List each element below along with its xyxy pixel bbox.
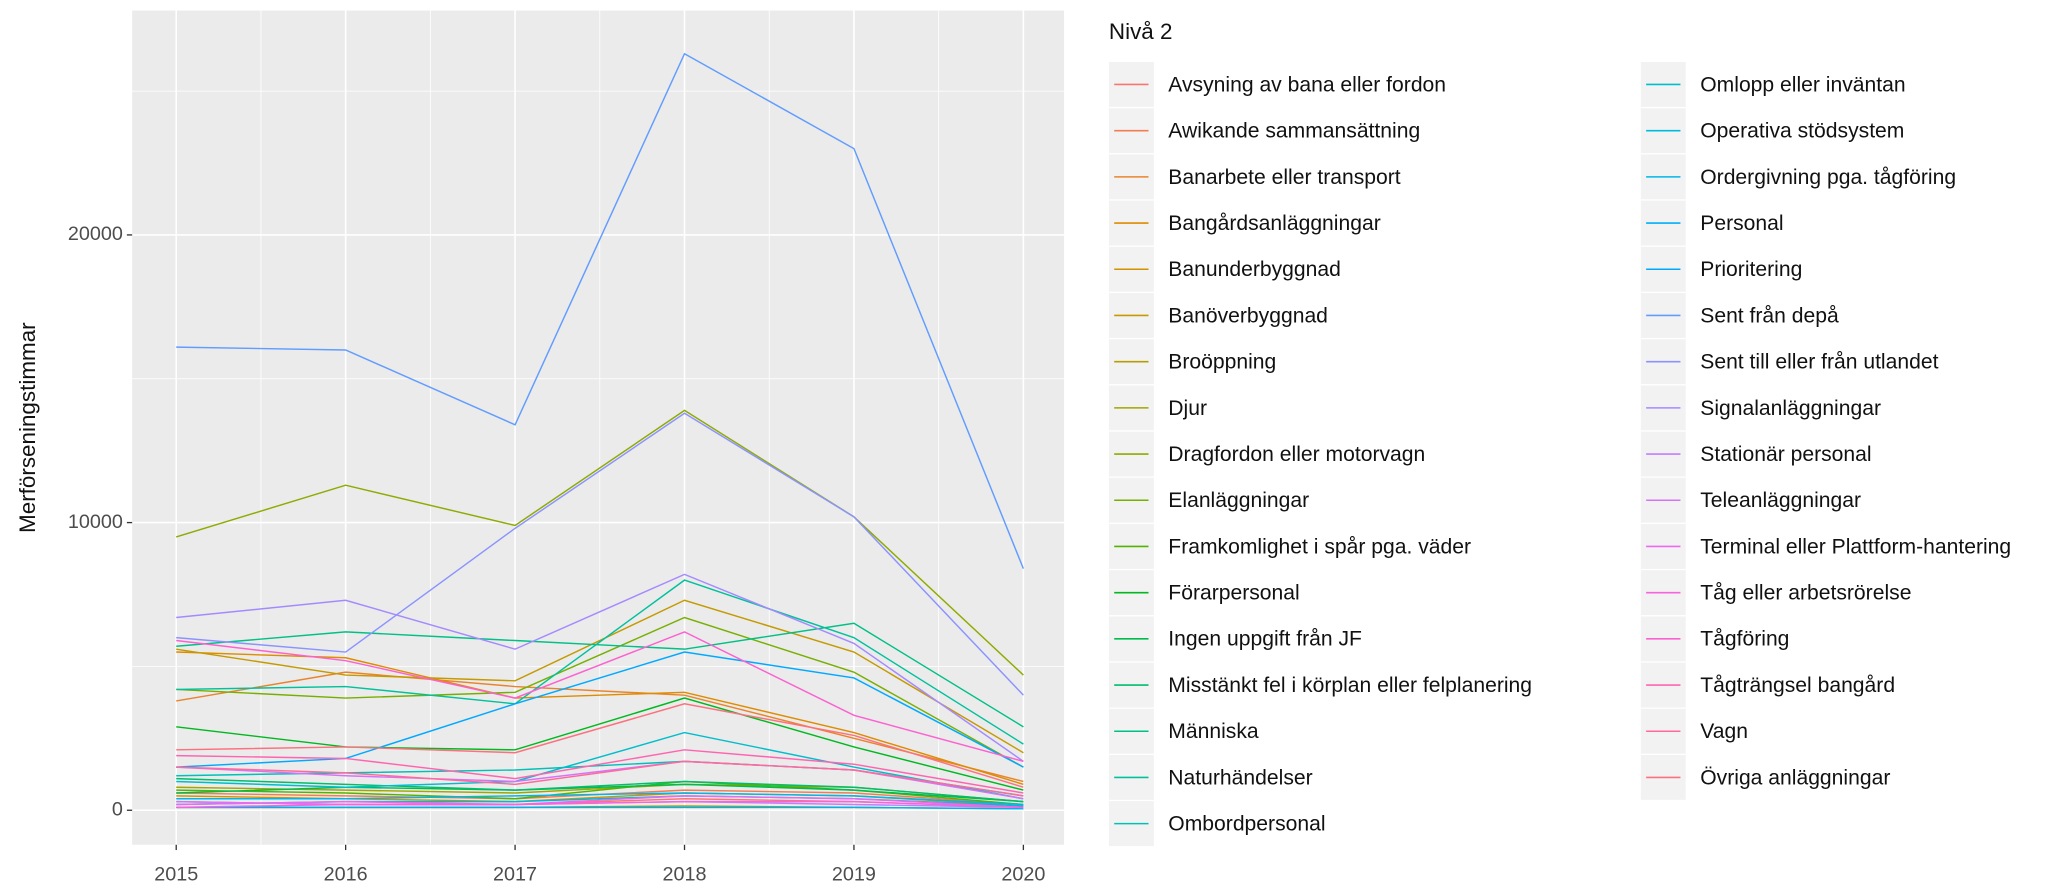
- legend-label: Broöppning: [1168, 351, 1276, 374]
- x-tick-label: 2015: [154, 863, 198, 885]
- series-line: [176, 800, 1024, 809]
- legend-label: Tågföring: [1700, 628, 1789, 651]
- legend-label: Bangårdsanläggningar: [1168, 212, 1380, 235]
- y-axis-label: Merförseningstimmar: [15, 322, 40, 533]
- legend-label: Tåg eller arbetsrörelse: [1700, 582, 1911, 605]
- legend-label: Förarpersonal: [1168, 582, 1299, 605]
- y-tick-label: 0: [112, 798, 123, 820]
- legend-label: Omlopp eller inväntan: [1700, 73, 1905, 96]
- x-tick-label: 2017: [493, 863, 537, 885]
- series-line: [176, 622, 1024, 728]
- legend-label: Terminal eller Plattform-hantering: [1700, 535, 2011, 558]
- legend-label: Människa: [1168, 720, 1259, 743]
- series-line: [176, 760, 1024, 797]
- legend-label: Ordergivning pga. tågföring: [1700, 166, 1956, 189]
- x-tick-label: 2018: [663, 863, 707, 885]
- series-line: [176, 777, 1024, 803]
- legend-label: Banarbete eller transport: [1168, 166, 1400, 189]
- series-line: [176, 412, 1024, 696]
- series-line: [176, 616, 1024, 768]
- series-line: [176, 783, 1024, 803]
- series-line: [176, 749, 1024, 794]
- series-line: [176, 651, 1024, 768]
- legend-label: Djur: [1168, 397, 1207, 420]
- series-line: [176, 731, 1024, 800]
- legend-label: Personal: [1700, 212, 1783, 235]
- legend-label: Sent till eller från utlandet: [1700, 351, 1938, 374]
- legend-label: Sent från depå: [1700, 304, 1839, 327]
- legend-label: Elanläggningar: [1168, 489, 1309, 512]
- series-line: [176, 792, 1024, 806]
- y-tick-label: 20000: [68, 223, 123, 245]
- legend-label: Prioritering: [1700, 258, 1802, 281]
- series-line: [176, 697, 1024, 791]
- series-line: [175, 409, 1024, 676]
- series-line: [176, 631, 1024, 763]
- legend-label: Misstänkt fel i körplan eller felplaneri…: [1168, 674, 1532, 697]
- legend-label: Ombordpersonal: [1168, 813, 1325, 836]
- series-line: [176, 579, 1024, 745]
- series-line: [176, 573, 1024, 762]
- series-line: [176, 52, 1025, 569]
- legend-label: Operativa stödsystem: [1700, 120, 1904, 143]
- panel: [132, 10, 1065, 845]
- legend-label: Vagn: [1700, 720, 1748, 743]
- legend-label: Banöverbyggnad: [1168, 304, 1328, 327]
- legend-label: Tågträngsel bangård: [1700, 674, 1895, 697]
- legend-label: Framkomlighet i spår pga. väder: [1168, 535, 1471, 558]
- legend-label: Signalanläggningar: [1700, 397, 1881, 420]
- legend-label: Avsyning av bana eller fordon: [1168, 73, 1446, 96]
- x-tick-label: 2019: [832, 863, 876, 885]
- x-tick-label: 2020: [1001, 863, 1045, 885]
- series-line: [176, 806, 1024, 810]
- legend-label: Övriga anläggningar: [1700, 766, 1890, 789]
- series-line: [176, 795, 1024, 809]
- legend-label: Ingen uppgift från JF: [1168, 628, 1362, 651]
- legend-label: Awikande sammansättning: [1168, 120, 1420, 143]
- x-tick-label: 2016: [324, 863, 368, 885]
- legend-label: Dragfordon eller motorvagn: [1168, 443, 1425, 466]
- legend-title: Nivå 2: [1109, 19, 1173, 44]
- series-line: [176, 599, 1024, 754]
- series-line: [176, 671, 1024, 783]
- legend-label: Banunderbyggnad: [1168, 258, 1341, 281]
- series-line: [176, 703, 1024, 788]
- legend-label: Stationär personal: [1700, 443, 1871, 466]
- y-tick-label: 10000: [68, 511, 123, 533]
- legend-label: Teleanläggningar: [1700, 489, 1861, 512]
- legend-label: Naturhändelser: [1168, 766, 1312, 789]
